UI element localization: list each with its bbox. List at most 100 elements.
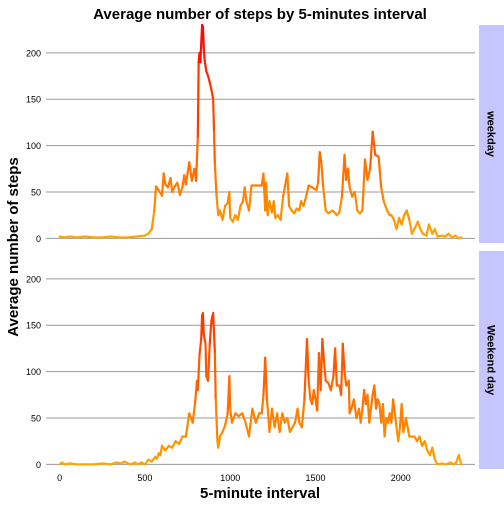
x-tick-label: 1500 <box>305 473 325 483</box>
series-segment <box>279 195 285 221</box>
series-segment <box>404 416 409 429</box>
series-segment <box>322 186 327 212</box>
series-segment <box>302 195 308 207</box>
series-segment <box>312 389 317 401</box>
y-tick-label: 200 <box>26 48 41 58</box>
series-segment <box>408 218 413 235</box>
facet-strip <box>479 251 504 469</box>
series-segment <box>199 23 204 64</box>
series-segment <box>210 88 215 101</box>
series-segment <box>203 59 208 73</box>
series-segment <box>213 351 217 401</box>
series-segment <box>352 398 358 420</box>
series-segment <box>361 158 367 212</box>
series-segment <box>221 204 227 221</box>
series-segment <box>377 155 383 189</box>
series-segment <box>247 407 254 438</box>
series-segment <box>213 163 218 198</box>
series-segment <box>206 74 211 84</box>
series-segment <box>208 81 213 92</box>
series-segment <box>406 426 411 438</box>
series-segment <box>307 379 312 401</box>
series-segment <box>392 398 396 415</box>
series-segment <box>84 235 95 239</box>
series-segment <box>196 61 200 138</box>
series-segment <box>204 342 208 378</box>
series-segment <box>368 407 373 424</box>
chart-title: Average number of steps by 5-minutes int… <box>93 6 427 23</box>
series-segment <box>418 435 424 447</box>
series-segment <box>177 435 184 446</box>
series-segment <box>196 353 201 392</box>
series-segment <box>153 185 158 212</box>
y-axis-label: Average number of steps <box>5 157 22 337</box>
series-segment <box>212 98 216 133</box>
series-segment <box>347 379 351 415</box>
series-segment <box>101 462 112 466</box>
series-segment <box>320 163 325 189</box>
series-segment <box>305 338 310 382</box>
series-segment <box>431 446 437 461</box>
series-segment <box>254 412 261 424</box>
series-segment <box>243 186 248 203</box>
series-segment <box>346 167 351 189</box>
x-tick-label: 1000 <box>220 473 240 483</box>
series-segment <box>228 375 232 410</box>
panel-1: 0 50 100 150 200 weekday <box>26 23 504 244</box>
series-segment <box>178 186 184 196</box>
series-segment <box>201 312 205 336</box>
series-segment <box>427 223 434 235</box>
series-segment <box>278 412 284 433</box>
series-segment <box>457 236 463 240</box>
series-segment <box>366 167 372 182</box>
y-tick-label: 100 <box>26 367 41 377</box>
x-tick-label: 500 <box>137 473 152 483</box>
series-segment <box>228 190 232 220</box>
series-segment <box>150 209 156 231</box>
series-segment <box>264 356 268 401</box>
series-segment <box>359 407 364 424</box>
series-segment <box>68 462 78 466</box>
series-segment <box>400 402 405 433</box>
facet-strip <box>479 25 504 243</box>
series-segment <box>126 235 138 239</box>
series-segment <box>334 347 338 387</box>
series-segment <box>212 312 216 355</box>
series-segment <box>393 412 398 429</box>
series-segment <box>282 186 286 198</box>
series-segment <box>286 172 291 207</box>
series-segment <box>338 195 344 214</box>
series-segment <box>423 440 429 452</box>
series-segment <box>202 47 206 62</box>
series-segment <box>281 412 286 424</box>
series-segment <box>159 444 164 457</box>
series-segment <box>135 234 147 238</box>
series-segment <box>191 400 197 424</box>
series-segment <box>371 130 377 156</box>
series-segment <box>322 361 327 382</box>
series-segment <box>321 338 326 364</box>
series-segment <box>400 214 406 226</box>
series-segment <box>383 416 388 438</box>
series-segment <box>200 314 204 341</box>
facet-strip-label: Weekend day <box>485 325 497 396</box>
series-segment <box>353 190 359 212</box>
series-segment <box>272 200 277 220</box>
series-segment <box>368 130 374 170</box>
y-tick-label: 150 <box>26 95 41 105</box>
series-segment <box>457 453 462 463</box>
series-segment <box>198 338 203 356</box>
y-tick-label: 0 <box>36 460 41 470</box>
series-segment <box>300 398 306 429</box>
x-tick-label: 0 <box>57 473 62 483</box>
series-segment <box>315 181 320 192</box>
series-segment <box>341 342 346 373</box>
facet-strip-label: weekday <box>485 110 497 158</box>
y-tick-label: 200 <box>26 274 41 284</box>
series-segment <box>247 184 253 212</box>
series-segment <box>236 204 242 221</box>
series-segment <box>241 412 247 424</box>
series-segment <box>416 220 422 231</box>
